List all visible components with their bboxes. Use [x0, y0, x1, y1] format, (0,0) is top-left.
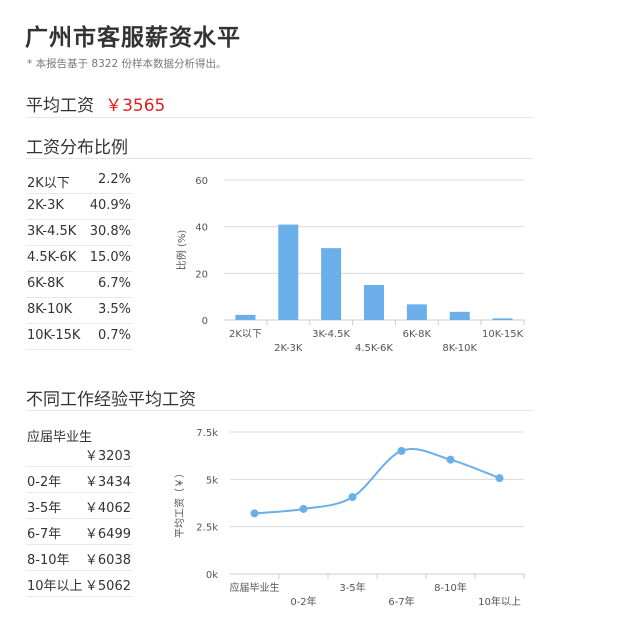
table-row: 3K-4.5K 30.8% — [26, 219, 132, 246]
row-label: 6K-8K — [27, 276, 64, 291]
table-row: 4.5K-6K 15.0% — [26, 245, 132, 272]
bar — [235, 314, 256, 320]
row-value: ￥3203 — [84, 449, 131, 464]
y-tick-label: 7.5k — [196, 428, 218, 439]
y-tick-label: 40 — [195, 223, 208, 234]
section-title-experience: 不同工作经验平均工资 — [26, 390, 196, 410]
data-point — [250, 509, 259, 518]
bar — [492, 318, 513, 320]
y-tick-label: 0 — [202, 316, 208, 327]
y-tick-label: 20 — [195, 269, 208, 280]
row-value: ￥6499 — [84, 527, 131, 542]
bar — [364, 285, 384, 320]
x-tick-label: 2K以下 — [229, 329, 262, 340]
data-point — [495, 474, 504, 483]
table-row: 2K以下 2.2% — [26, 167, 132, 194]
data-point — [397, 446, 406, 455]
table-row: 10年以上 ￥5062 — [26, 570, 132, 597]
table-row: 8K-10K 3.5% — [26, 297, 132, 324]
x-tick-label: 0-2年 — [290, 595, 316, 608]
experience-table: ￥3203 0-2年 ￥3434 3-5年 ￥4062 6-7年 ￥6499 8-10年 ￥60… — [26, 440, 132, 600]
row-value: 3.5% — [97, 302, 131, 317]
x-tick-label: 2K-3K — [274, 343, 303, 354]
data-point — [299, 504, 308, 513]
y-tick-label: 5k — [206, 475, 218, 486]
distribution-table: 2K以下 2.2% 2K-3K 40.9% 3K-4.5K 30.8% 4.5K-6K 15.… — [26, 167, 132, 357]
experience-first-label: 应届毕业生 — [27, 430, 93, 445]
y-tick-label: 60 — [195, 176, 208, 187]
row-label: 2K-3K — [27, 198, 64, 213]
section-title-distribution: 工资分布比例 — [26, 138, 128, 158]
row-value: 30.8% — [89, 224, 131, 239]
bar — [321, 248, 342, 320]
row-label: 8K-10K — [27, 302, 73, 317]
x-tick-label: 3-5年 — [339, 581, 365, 594]
divider — [26, 410, 534, 411]
row-label: 0-2年 — [27, 475, 62, 490]
row-label: 4.5K-6K — [27, 250, 77, 265]
bar — [406, 304, 427, 320]
row-value: 2.2% — [97, 172, 131, 187]
row-value: ￥3434 — [84, 475, 131, 490]
x-tick-label: 6-7年 — [388, 595, 414, 608]
table-row: 3-5年 ￥4062 — [26, 492, 132, 519]
row-label: 8-10年 — [27, 553, 70, 568]
x-tick-label: 3K-4.5K — [312, 329, 350, 340]
page-title: 广州市客服薪资水平 — [25, 25, 241, 51]
average-salary-row: 平均工资 ￥3565 — [26, 91, 165, 116]
average-salary-value: ￥3565 — [105, 96, 166, 116]
x-tick-label: 应届毕业生 — [230, 581, 280, 594]
table-row: 2K-3K 40.9% — [26, 193, 132, 220]
table-row: ￥3203 — [26, 440, 132, 467]
row-label: 2K以下 — [27, 176, 70, 191]
bar — [449, 311, 470, 320]
row-value: 0.7% — [97, 328, 131, 343]
data-point — [446, 455, 455, 464]
table-row: 0-2年 ￥3434 — [26, 466, 132, 493]
table-row: 6-7年 ￥6499 — [26, 518, 132, 545]
divider — [26, 158, 534, 159]
table-row: 10K-15K 0.7% — [26, 323, 132, 350]
row-label: 10年以上 — [27, 579, 83, 594]
x-tick-label: 8-10年 — [434, 581, 467, 594]
row-label: 6-7年 — [27, 527, 62, 542]
y-axis-label: 平均工资（￥） — [174, 468, 186, 538]
series-line — [254, 448, 500, 515]
row-label: 10K-15K — [27, 328, 81, 343]
x-tick-label: 10K-15K — [482, 329, 524, 340]
row-label: 3K-4.5K — [27, 224, 77, 239]
y-tick-label: 0k — [206, 570, 218, 581]
row-label: 3-5年 — [27, 501, 62, 516]
row-value: 6.7% — [97, 276, 131, 291]
row-value: ￥5062 — [84, 579, 131, 594]
row-value: ￥6038 — [84, 553, 131, 568]
x-tick-label: 4.5K-6K — [355, 343, 393, 354]
x-tick-label: 6K-8K — [403, 329, 432, 340]
data-point — [348, 493, 357, 502]
y-tick-label: 2.5k — [196, 523, 218, 534]
divider — [26, 117, 534, 118]
distribution-bar-chart: 0 20 40 60 比例 (%) 2K以下 2K-3K 3K-4.5K 4.5K-6K 6K-8… — [175, 176, 525, 354]
row-value: ￥4062 — [84, 501, 131, 516]
table-row: 6K-8K 6.7% — [26, 271, 132, 298]
sample-note: * 本报告基于 8322 份样本数据分析得出。 — [27, 58, 227, 70]
y-axis-label: 比例 (%) — [175, 230, 188, 271]
bar — [278, 224, 299, 320]
x-tick-label: 10年以上 — [478, 595, 521, 608]
average-salary-label: 平均工资 — [26, 96, 94, 116]
table-row: 8-10年 ￥6038 — [26, 544, 132, 571]
experience-line-chart: 0k 2.5k 5k 7.5k 平均工资（￥） 应届毕业生 0-2年 3-5年 6-7年 8-10… — [174, 428, 525, 608]
row-value: 15.0% — [89, 250, 131, 265]
x-tick-label: 8K-10K — [442, 343, 477, 354]
row-value: 40.9% — [89, 198, 131, 213]
